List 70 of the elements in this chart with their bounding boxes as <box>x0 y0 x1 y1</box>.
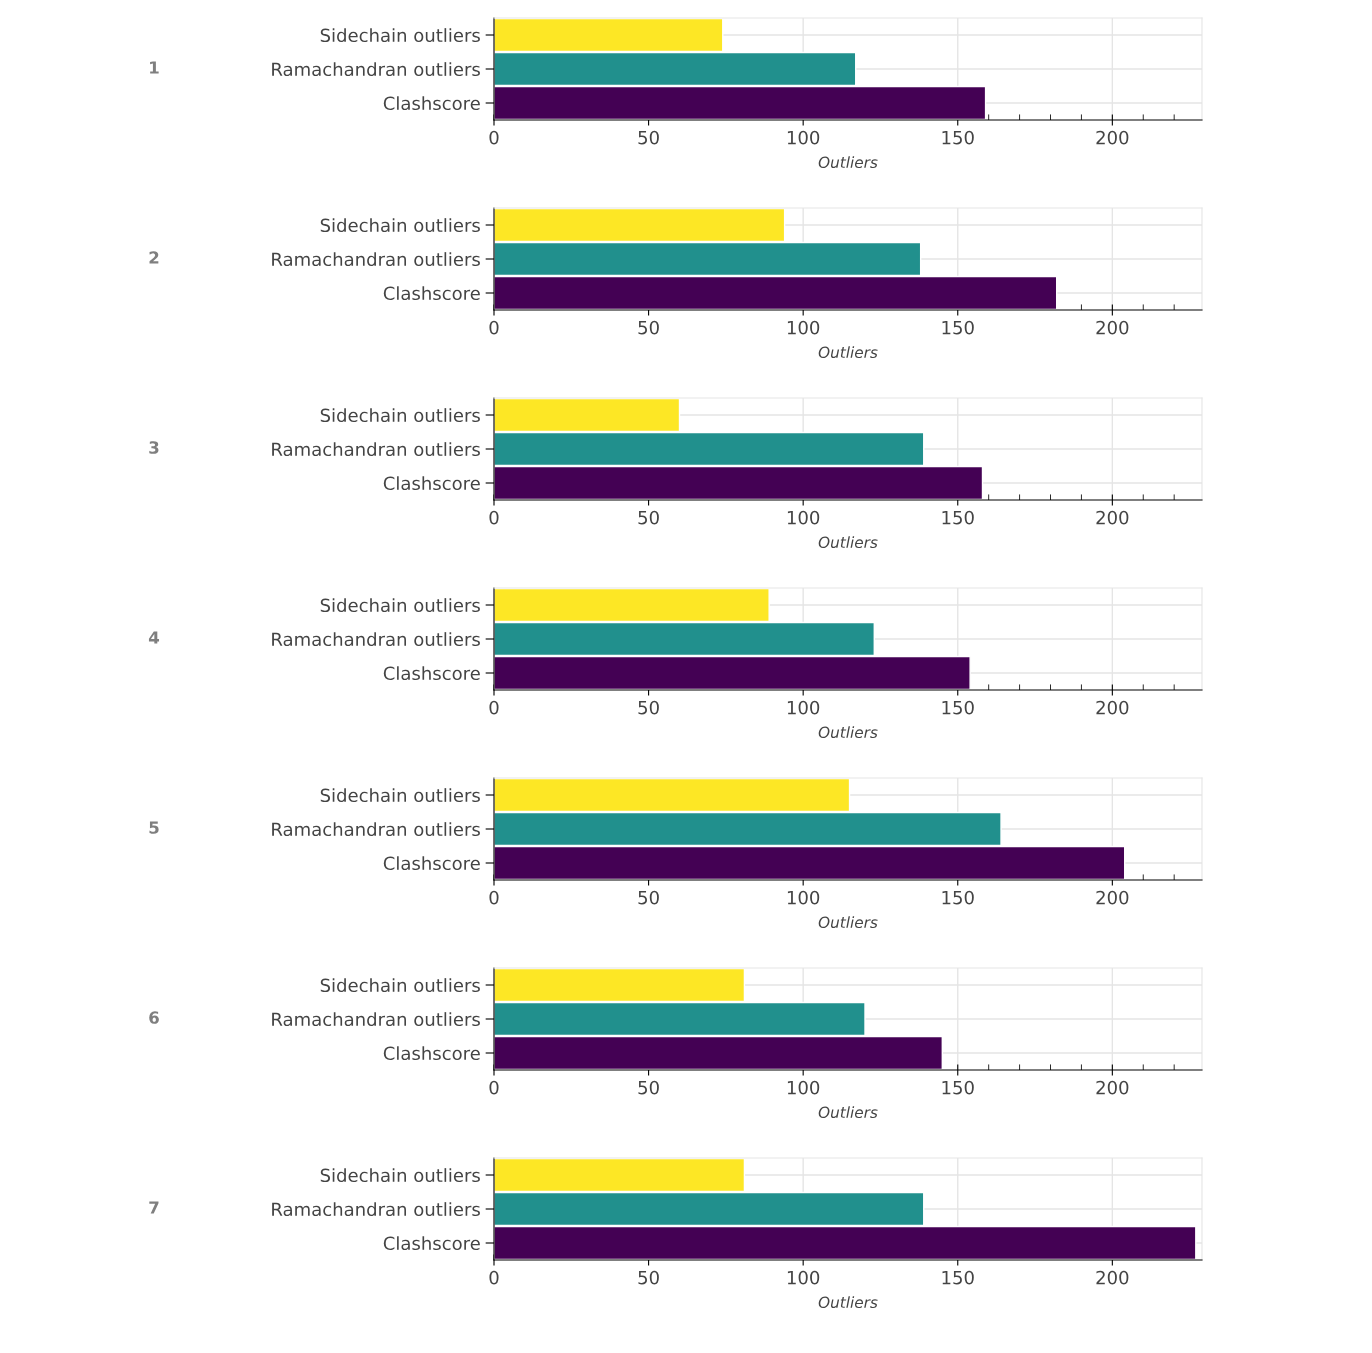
y-axis-title: 7 <box>149 1201 159 1214</box>
y-tick-label: Ramachandran outliers <box>272 822 480 837</box>
x-tick-label: 50 <box>638 130 659 145</box>
x-tick-label: 100 <box>787 320 820 335</box>
x-axis-title: Outliers <box>818 346 878 359</box>
x-tick-label: 100 <box>787 130 820 145</box>
y-tick-label: Sidechain outliers <box>320 598 480 613</box>
x-tick-label: 50 <box>638 1080 659 1095</box>
y-tick-label: Clashscore <box>383 856 480 871</box>
x-tick-label: 50 <box>638 320 659 335</box>
x-tick-label: 150 <box>942 1080 974 1095</box>
x-tick-label: 200 <box>1096 1080 1129 1095</box>
y-axis-title: 2 <box>149 251 159 264</box>
y-tick-label: Clashscore <box>383 96 480 111</box>
y-tick-label: Ramachandran outliers <box>272 62 480 77</box>
x-tick-label: 200 <box>1096 510 1129 525</box>
y-axis-title: 3 <box>149 441 159 454</box>
x-tick-label: 0 <box>489 130 499 145</box>
x-tick-label: 150 <box>942 320 974 335</box>
y-tick-label: Clashscore <box>383 666 480 681</box>
x-tick-label: 150 <box>942 1270 974 1285</box>
x-tick-label: 0 <box>489 890 499 905</box>
x-tick-label: 0 <box>489 510 499 525</box>
x-tick-label: 0 <box>489 700 499 715</box>
y-tick-label: Clashscore <box>383 1046 480 1061</box>
x-tick-label: 100 <box>787 1080 820 1095</box>
x-tick-label: 100 <box>787 510 820 525</box>
y-tick-label: Ramachandran outliers <box>272 1012 480 1027</box>
x-axis-title: Outliers <box>818 916 878 929</box>
x-tick-label: 50 <box>638 1270 659 1285</box>
y-tick-label: Sidechain outliers <box>320 788 480 803</box>
x-axis-title: Outliers <box>818 156 878 169</box>
y-tick-label: Sidechain outliers <box>320 218 480 233</box>
x-tick-label: 200 <box>1096 890 1129 905</box>
y-tick-label: Ramachandran outliers <box>272 1202 480 1217</box>
x-tick-label: 200 <box>1096 700 1129 715</box>
y-tick-label: Clashscore <box>383 286 480 301</box>
x-axis-title: Outliers <box>818 536 878 549</box>
x-axis-title: Outliers <box>818 726 878 739</box>
x-tick-label: 50 <box>638 890 659 905</box>
y-tick-label: Sidechain outliers <box>320 408 480 423</box>
y-axis-title: 1 <box>150 61 159 74</box>
x-tick-label: 100 <box>787 700 820 715</box>
x-tick-label: 0 <box>489 320 499 335</box>
x-tick-label: 50 <box>638 510 659 525</box>
x-tick-label: 200 <box>1096 320 1129 335</box>
x-tick-label: 100 <box>787 1270 820 1285</box>
x-axis-title: Outliers <box>818 1106 878 1119</box>
x-tick-label: 200 <box>1096 130 1129 145</box>
y-tick-label: Clashscore <box>383 476 480 491</box>
y-tick-label: Ramachandran outliers <box>272 252 480 267</box>
x-tick-label: 50 <box>638 700 659 715</box>
y-axis-title: 6 <box>149 1011 159 1024</box>
x-tick-label: 200 <box>1096 1270 1129 1285</box>
y-tick-label: Clashscore <box>383 1236 480 1251</box>
y-tick-label: Sidechain outliers <box>320 28 480 43</box>
y-axis-title: 4 <box>148 631 160 644</box>
y-tick-label: Ramachandran outliers <box>272 442 480 457</box>
x-tick-label: 100 <box>787 890 820 905</box>
x-tick-label: 150 <box>942 700 974 715</box>
x-tick-label: 150 <box>942 510 974 525</box>
x-tick-label: 150 <box>942 130 974 145</box>
x-tick-label: 0 <box>489 1270 499 1285</box>
y-tick-label: Sidechain outliers <box>320 978 480 993</box>
y-axis-title: 5 <box>149 821 159 834</box>
x-tick-label: 0 <box>489 1080 499 1095</box>
y-tick-label: Ramachandran outliers <box>272 632 480 647</box>
y-tick-label: Sidechain outliers <box>320 1168 480 1183</box>
x-axis-title: Outliers <box>818 1296 878 1309</box>
x-tick-label: 150 <box>942 890 974 905</box>
